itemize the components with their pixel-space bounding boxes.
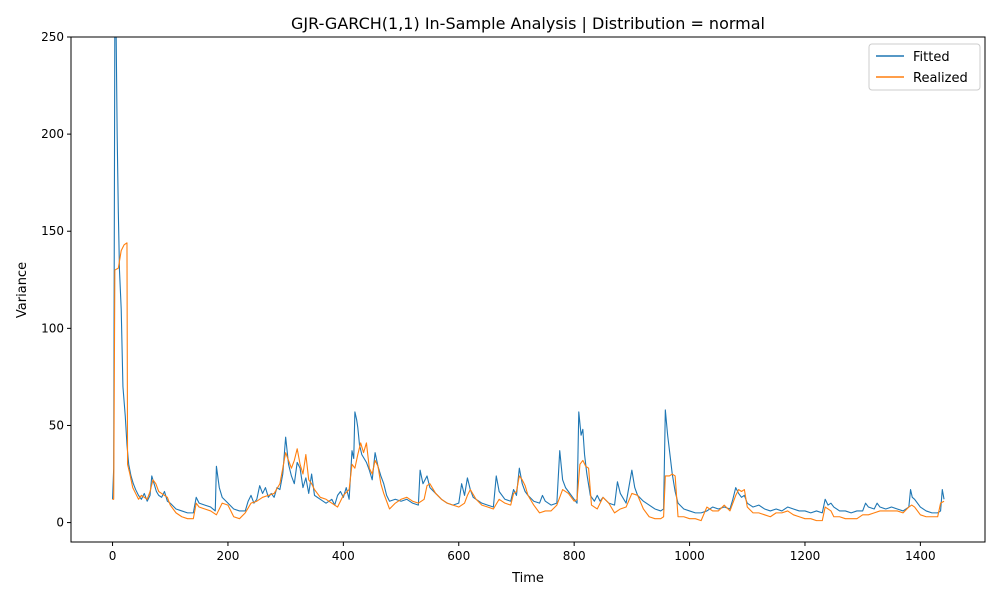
series-line-realized bbox=[112, 242, 945, 522]
axes-frame bbox=[70, 36, 986, 543]
legend-label-realized: Realized bbox=[913, 71, 968, 86]
x-tick-label: 1200 bbox=[790, 549, 821, 563]
series-line-fitted bbox=[112, 37, 945, 514]
legend: Fitted Realized bbox=[868, 43, 981, 91]
x-tick-label: 1000 bbox=[674, 549, 705, 563]
x-tick-label: 1400 bbox=[905, 549, 936, 563]
x-tick-group: 0 200 400 600 800 1000 1200 1400 bbox=[109, 542, 936, 563]
series-layer bbox=[112, 37, 945, 522]
x-tick-label: 400 bbox=[332, 549, 355, 563]
plot-area: 0 200 400 600 800 1000 1200 1400 0 50 100 150 200 25… bbox=[41, 30, 986, 563]
y-tick-label: 200 bbox=[41, 127, 64, 141]
y-axis-label: Variance bbox=[15, 262, 30, 318]
x-tick-label: 200 bbox=[216, 549, 239, 563]
y-tick-label: 250 bbox=[41, 30, 64, 44]
x-axis-label: Time bbox=[511, 571, 544, 586]
y-tick-label: 150 bbox=[41, 224, 64, 238]
y-tick-label: 50 bbox=[49, 418, 64, 432]
x-tick-label: 600 bbox=[447, 549, 470, 563]
legend-label-fitted: Fitted bbox=[913, 50, 950, 65]
x-tick-label: 800 bbox=[563, 549, 586, 563]
x-tick-label: 0 bbox=[109, 549, 117, 563]
y-tick-label: 100 bbox=[41, 321, 64, 335]
y-tick-group: 0 50 100 150 200 250 bbox=[41, 30, 71, 530]
chart-title: GJR-GARCH(1,1) In-Sample Analysis | Dist… bbox=[291, 14, 765, 33]
y-tick-label: 0 bbox=[56, 516, 64, 530]
